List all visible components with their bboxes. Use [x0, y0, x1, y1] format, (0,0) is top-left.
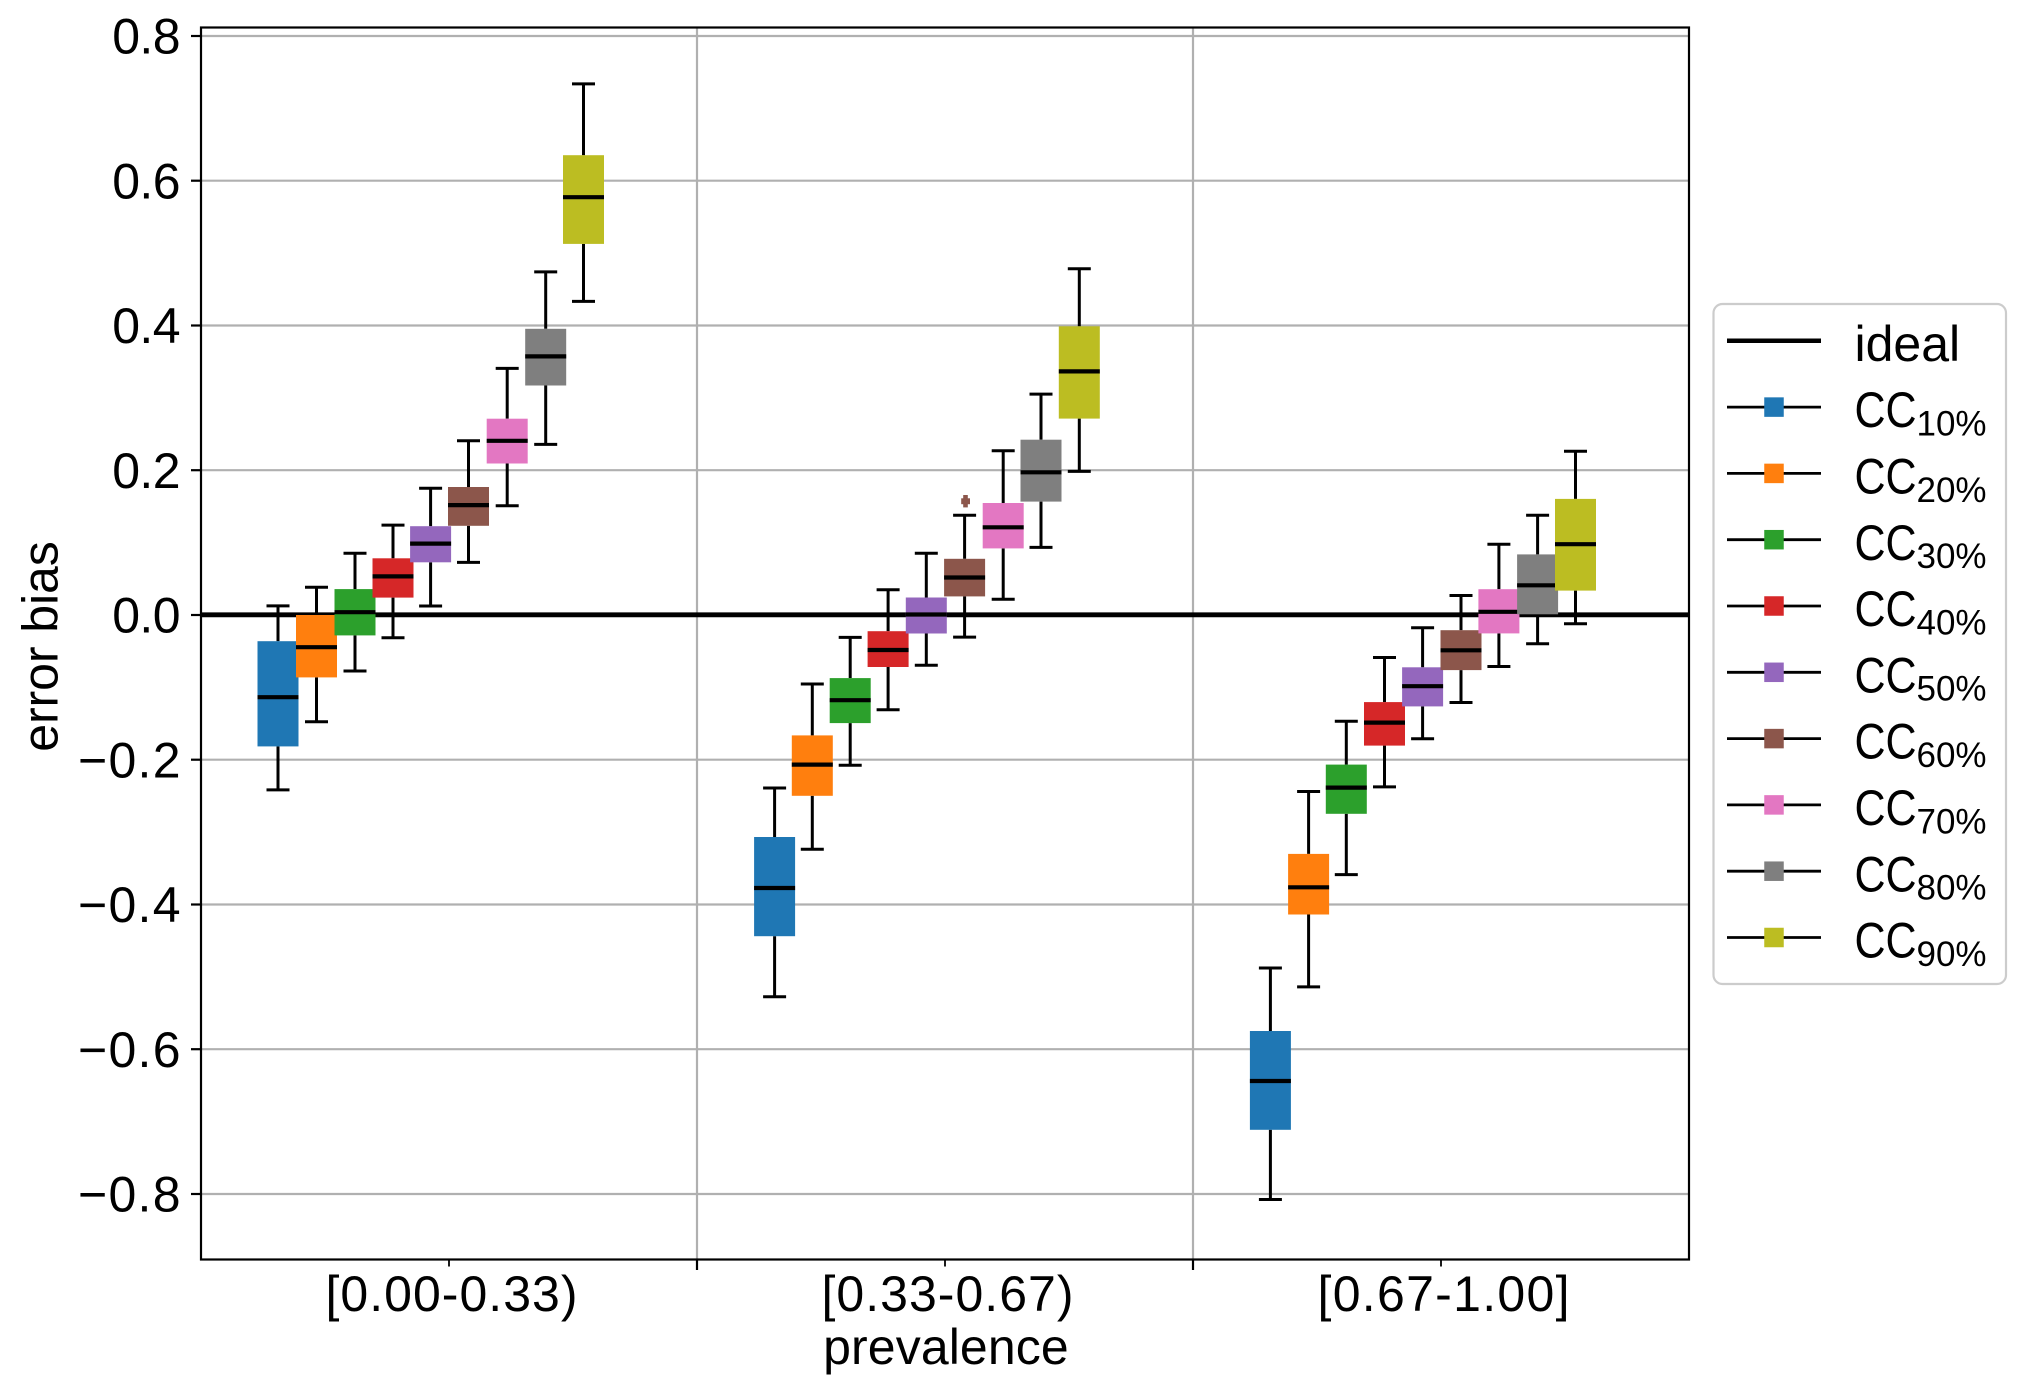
svg-text:[0.00-0.33): [0.00-0.33): [326, 1266, 578, 1322]
svg-text:prevalence: prevalence: [823, 1319, 1069, 1375]
svg-text:CC: CC: [1855, 913, 1917, 969]
svg-text:[0.33-0.67): [0.33-0.67): [822, 1266, 1074, 1322]
svg-text:0.0: 0.0: [112, 588, 180, 644]
svg-text:0.2: 0.2: [112, 443, 180, 499]
svg-text:10%: 10%: [1917, 405, 1987, 444]
svg-text:0.8: 0.8: [112, 9, 180, 65]
svg-text:−0.6: −0.6: [78, 1022, 181, 1078]
svg-text:−0.4: −0.4: [78, 877, 181, 933]
svg-text:CC: CC: [1855, 515, 1917, 571]
svg-text:CC: CC: [1855, 448, 1917, 504]
svg-text:−0.2: −0.2: [78, 732, 181, 788]
svg-text:30%: 30%: [1917, 537, 1987, 576]
svg-text:CC: CC: [1855, 780, 1917, 836]
svg-text:CC: CC: [1855, 714, 1917, 770]
svg-text:50%: 50%: [1917, 670, 1987, 709]
svg-text:ideal: ideal: [1855, 316, 1961, 372]
svg-text:40%: 40%: [1917, 603, 1987, 642]
svg-text:CC: CC: [1855, 382, 1917, 438]
svg-text:[0.67-1.00]: [0.67-1.00]: [1318, 1266, 1570, 1322]
svg-text:80%: 80%: [1917, 869, 1987, 908]
svg-text:error bias: error bias: [13, 541, 69, 752]
svg-text:CC: CC: [1855, 581, 1917, 637]
svg-text:0.4: 0.4: [112, 298, 180, 354]
svg-text:20%: 20%: [1917, 471, 1987, 510]
svg-text:CC: CC: [1855, 846, 1917, 902]
svg-text:70%: 70%: [1917, 802, 1987, 841]
svg-text:−0.8: −0.8: [78, 1167, 181, 1223]
svg-text:90%: 90%: [1917, 935, 1987, 974]
svg-text:60%: 60%: [1917, 736, 1987, 775]
svg-text:0.6: 0.6: [112, 153, 180, 209]
svg-text:CC: CC: [1855, 647, 1917, 703]
